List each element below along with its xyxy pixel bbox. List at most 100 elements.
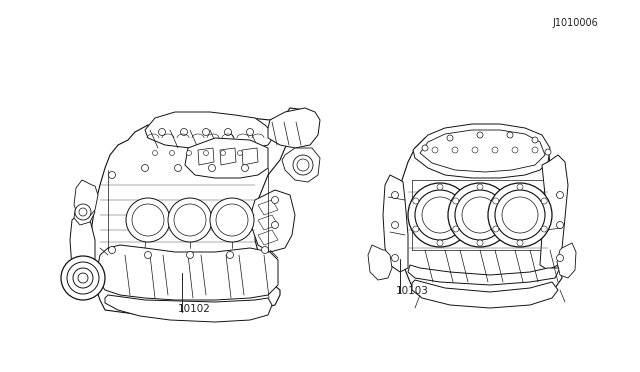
Text: J1010006: J1010006: [553, 18, 598, 28]
Polygon shape: [185, 138, 268, 178]
Circle shape: [227, 251, 234, 259]
Circle shape: [413, 226, 419, 232]
Polygon shape: [268, 108, 320, 148]
Circle shape: [216, 204, 248, 236]
Circle shape: [432, 147, 438, 153]
Polygon shape: [408, 265, 560, 285]
Polygon shape: [420, 130, 545, 172]
Polygon shape: [90, 108, 310, 318]
Circle shape: [109, 171, 115, 179]
Circle shape: [502, 197, 538, 233]
Circle shape: [145, 251, 152, 259]
Circle shape: [132, 204, 164, 236]
Polygon shape: [220, 148, 236, 165]
Circle shape: [73, 268, 93, 288]
Circle shape: [448, 183, 512, 247]
Polygon shape: [258, 200, 278, 215]
Text: 10103: 10103: [396, 286, 428, 296]
Circle shape: [204, 151, 209, 155]
Polygon shape: [282, 148, 320, 182]
Polygon shape: [258, 230, 278, 245]
Circle shape: [271, 221, 278, 228]
Polygon shape: [413, 124, 550, 178]
Polygon shape: [242, 148, 258, 165]
Circle shape: [170, 151, 175, 155]
Polygon shape: [105, 295, 272, 322]
Polygon shape: [412, 280, 558, 308]
Circle shape: [413, 198, 419, 204]
Circle shape: [517, 240, 523, 246]
Circle shape: [175, 164, 182, 171]
Polygon shape: [258, 215, 278, 230]
Polygon shape: [368, 245, 392, 280]
Circle shape: [541, 198, 547, 204]
Circle shape: [67, 262, 99, 294]
Circle shape: [408, 183, 472, 247]
Circle shape: [392, 192, 399, 199]
Circle shape: [541, 226, 547, 232]
Circle shape: [109, 247, 115, 253]
Circle shape: [492, 147, 498, 153]
Polygon shape: [98, 245, 278, 300]
Circle shape: [174, 204, 206, 236]
Circle shape: [512, 147, 518, 153]
Circle shape: [415, 190, 465, 240]
Circle shape: [477, 132, 483, 138]
Circle shape: [472, 147, 478, 153]
Circle shape: [477, 240, 483, 246]
Circle shape: [152, 151, 157, 155]
Circle shape: [293, 155, 313, 175]
Circle shape: [61, 256, 105, 300]
Circle shape: [501, 226, 508, 232]
Circle shape: [495, 190, 545, 240]
Circle shape: [447, 135, 453, 141]
Circle shape: [493, 198, 499, 204]
Circle shape: [532, 147, 538, 153]
Polygon shape: [383, 175, 408, 272]
Circle shape: [78, 273, 88, 283]
Circle shape: [237, 151, 243, 155]
Circle shape: [297, 159, 309, 171]
Circle shape: [180, 128, 188, 135]
Polygon shape: [70, 215, 95, 282]
Circle shape: [517, 184, 523, 190]
Circle shape: [462, 197, 498, 233]
Circle shape: [477, 184, 483, 190]
Text: 10102: 10102: [178, 304, 211, 314]
Circle shape: [452, 198, 459, 204]
Circle shape: [532, 137, 538, 143]
Circle shape: [557, 254, 563, 262]
Circle shape: [422, 197, 458, 233]
Circle shape: [271, 196, 278, 203]
Polygon shape: [557, 243, 576, 278]
Circle shape: [422, 145, 428, 151]
Circle shape: [262, 247, 269, 253]
Polygon shape: [252, 190, 295, 252]
Circle shape: [461, 198, 467, 204]
Circle shape: [221, 151, 225, 155]
Circle shape: [452, 226, 459, 232]
Circle shape: [75, 204, 91, 220]
Circle shape: [126, 198, 170, 242]
Circle shape: [392, 221, 399, 228]
Circle shape: [557, 221, 563, 228]
Polygon shape: [145, 112, 275, 148]
Circle shape: [452, 147, 458, 153]
Circle shape: [168, 198, 212, 242]
Circle shape: [186, 251, 193, 259]
Circle shape: [455, 190, 505, 240]
Circle shape: [241, 164, 248, 171]
Circle shape: [186, 151, 191, 155]
Circle shape: [437, 184, 443, 190]
Circle shape: [507, 132, 513, 138]
Circle shape: [159, 128, 166, 135]
Circle shape: [501, 198, 508, 204]
Circle shape: [210, 198, 254, 242]
Polygon shape: [74, 180, 98, 218]
Circle shape: [225, 128, 232, 135]
Circle shape: [437, 240, 443, 246]
Circle shape: [246, 128, 253, 135]
Polygon shape: [400, 125, 562, 298]
Circle shape: [392, 254, 399, 262]
Circle shape: [202, 128, 209, 135]
